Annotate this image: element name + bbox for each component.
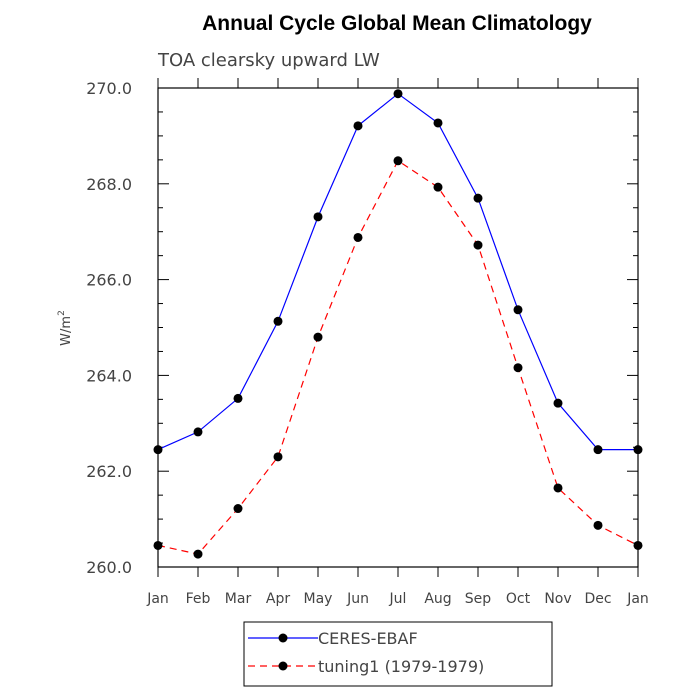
data-point-series-1 [393, 156, 403, 166]
data-point-series-0 [233, 393, 243, 403]
svg-text:W/m2: W/m2 [57, 310, 74, 346]
legend-box [243, 621, 553, 687]
data-point-series-0 [353, 121, 363, 131]
x-tick-label: Jan [626, 591, 649, 607]
x-tick-label: Nov [544, 591, 571, 607]
axis-ticks [157, 78, 639, 577]
y-tick-label: 260.0 [86, 558, 132, 577]
x-tick-label: Jun [346, 591, 369, 607]
data-point-series-0 [273, 316, 283, 326]
x-tick-label: Feb [186, 591, 211, 607]
x-tick-label: Apr [266, 591, 290, 607]
x-tick-label: Mar [225, 591, 252, 607]
chart-title: Annual Cycle Global Mean Climatology [202, 12, 592, 35]
data-point-series-1 [593, 520, 603, 530]
y-tick-label: 270.0 [86, 79, 132, 98]
legend-marker-tuning1 [278, 661, 288, 671]
x-tick-label: Aug [424, 591, 451, 607]
data-point-series-1 [233, 504, 243, 514]
legend-marker-ceres [278, 633, 288, 643]
chart-subtitle: TOA clearsky upward LW [157, 50, 380, 71]
x-tick-label: Oct [506, 591, 531, 607]
legend: CERES-EBAF tuning1 (1979-1979) [243, 621, 553, 687]
x-tick-labels: Jan Feb Mar Apr May Jun Jul Aug Sep Oct Nov Dec Jan [146, 591, 649, 607]
y-axis-label-superscript: 2 [57, 310, 67, 316]
x-tick-label: Sep [465, 591, 492, 607]
y-tick-label: 262.0 [86, 462, 132, 481]
plot-frame [157, 87, 639, 568]
data-point-series-0 [513, 305, 523, 315]
data-point-series-0 [433, 118, 443, 128]
x-tick-label: Jul [389, 591, 407, 607]
x-tick-label: Jan [146, 591, 169, 607]
x-tick-label: May [304, 591, 333, 607]
data-point-series-1 [273, 452, 283, 462]
data-point-series-1 [553, 483, 563, 493]
y-tick-labels: 260.0 262.0 264.0 266.0 268.0 270.0 [86, 79, 132, 577]
data-point-series-1 [193, 549, 203, 559]
data-point-series-0 [593, 445, 603, 455]
data-point-series-0 [313, 212, 323, 222]
data-point-series-1 [353, 232, 363, 242]
data-point-series-1 [313, 332, 323, 342]
y-tick-label: 268.0 [86, 175, 132, 194]
legend-label-ceres: CERES-EBAF [318, 629, 418, 648]
series-line-0 [157, 92, 638, 451]
data-point-series-0 [193, 427, 203, 437]
y-tick-label: 264.0 [86, 366, 132, 385]
legend-label-tuning1: tuning1 (1979-1979) [318, 657, 484, 676]
series-line-1 [157, 159, 639, 555]
data-point-series-1 [433, 182, 443, 192]
series-layer [153, 89, 643, 559]
data-point-series-0 [473, 193, 483, 203]
data-point-series-1 [473, 240, 483, 250]
x-tick-label: Dec [584, 591, 611, 607]
y-axis-label-text: W/m [59, 316, 74, 346]
data-point-series-0 [553, 398, 563, 408]
data-point-series-0 [393, 89, 403, 99]
y-axis-label: W/m2 [57, 310, 74, 346]
y-tick-label: 266.0 [86, 271, 132, 290]
data-point-series-1 [513, 363, 523, 373]
